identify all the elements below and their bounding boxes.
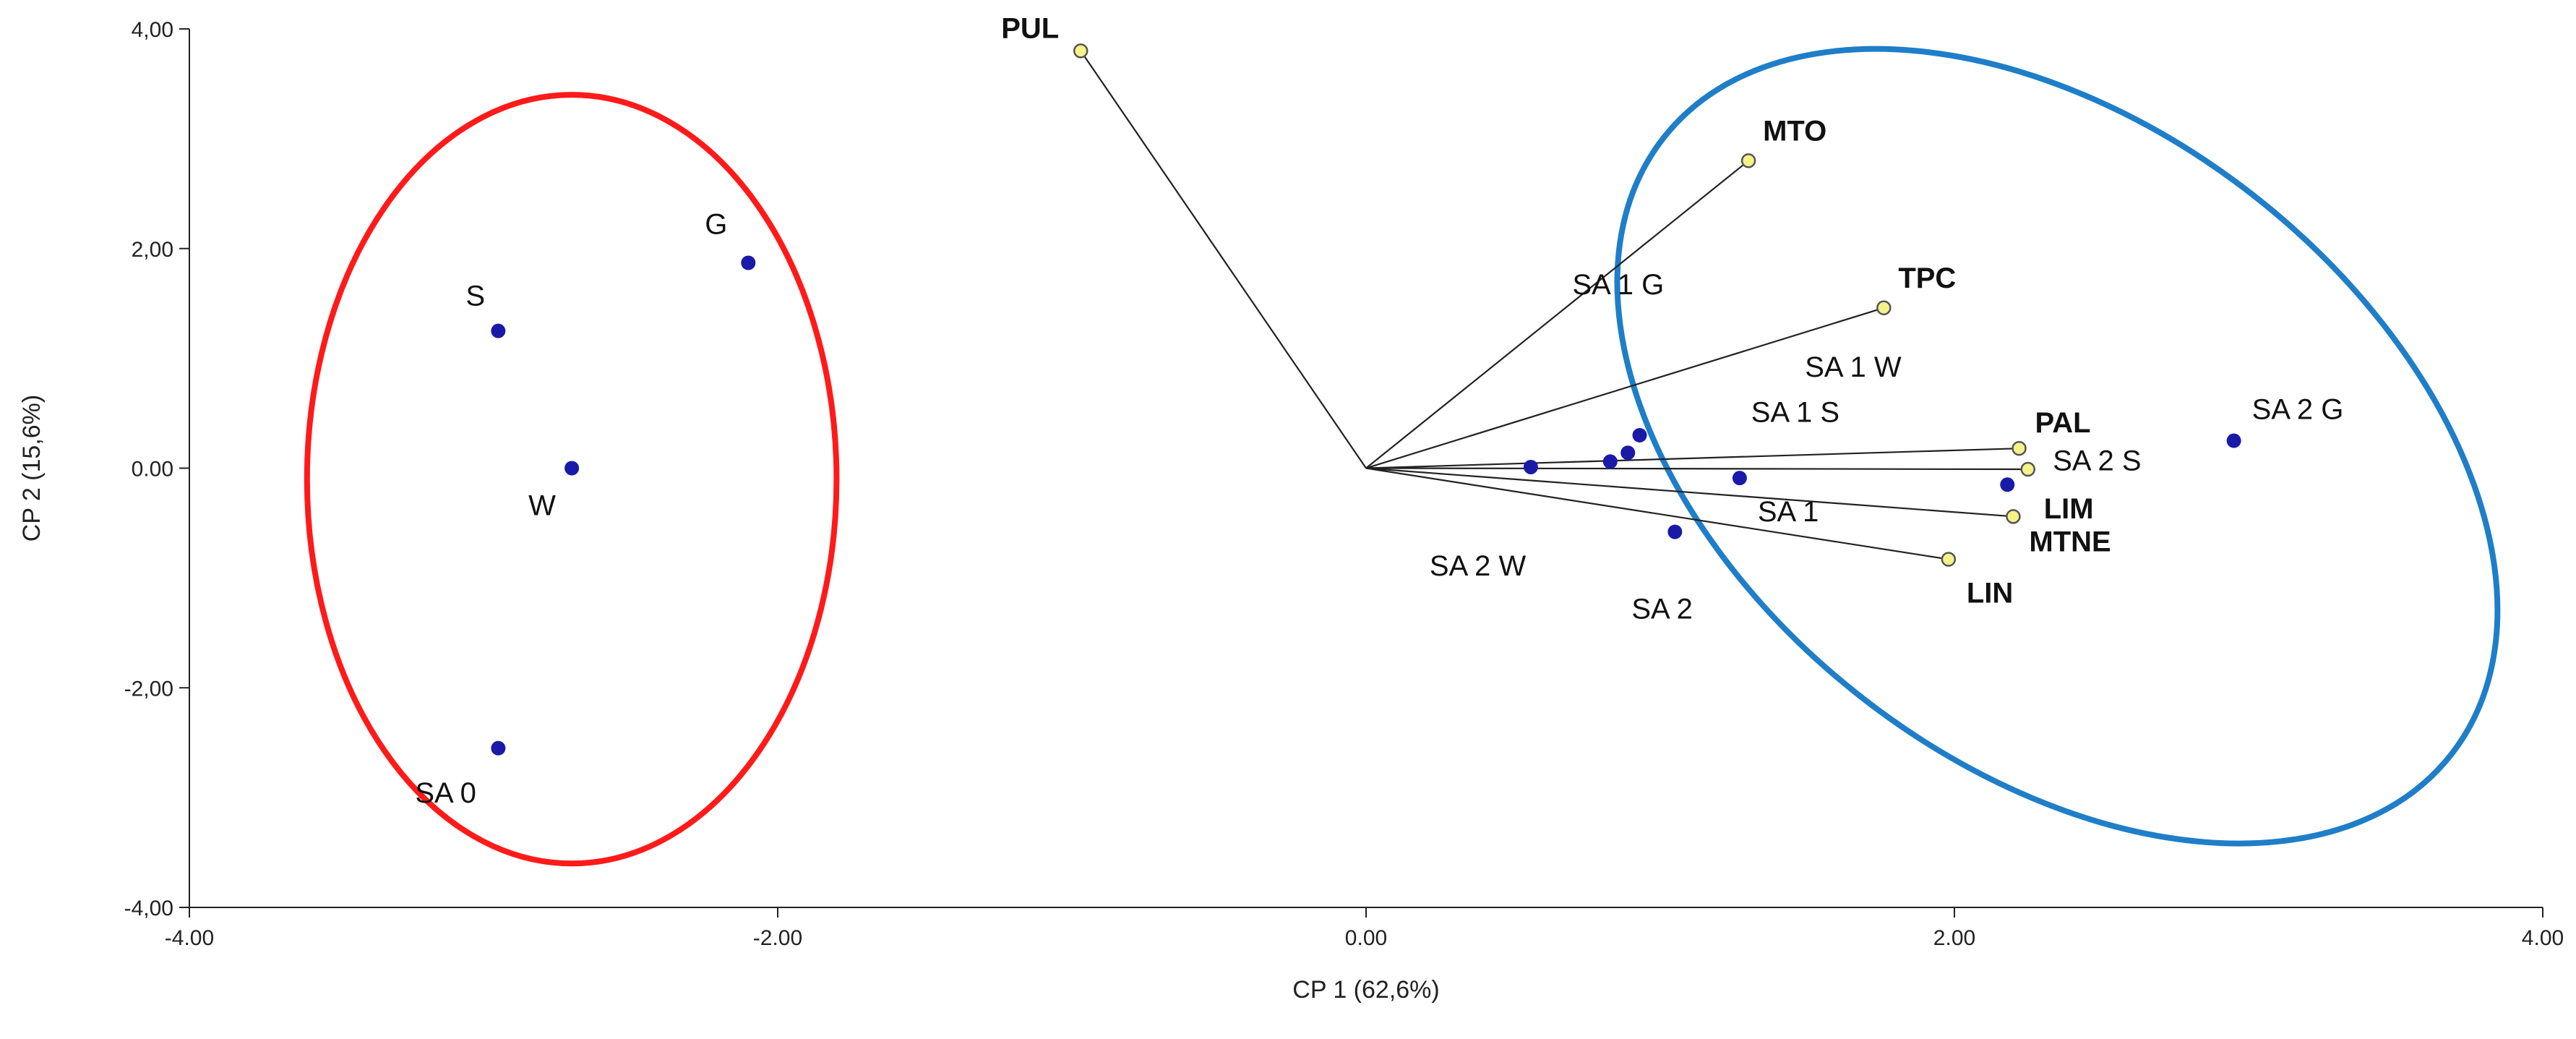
- variable-label-mto: MTO: [1763, 115, 1826, 147]
- observation-label: SA 2 G: [2252, 394, 2344, 426]
- observation-point: [491, 740, 506, 756]
- cluster-ellipse-treated: [1614, 46, 2501, 847]
- variable-point-lim: [2020, 461, 2035, 477]
- observation-point: [1523, 459, 1538, 474]
- observation-label: SA 2 W: [1430, 550, 1527, 582]
- observation-label: SA 1 W: [1805, 351, 1902, 383]
- y-axis-ticks: -4,00 -2,00 0.00 2,00 4,00: [124, 18, 189, 920]
- observation-label: SA 2 S: [2053, 445, 2141, 476]
- loading-line-mtne: [1365, 467, 2014, 518]
- observation-label: SA 1: [1758, 496, 1819, 528]
- observation-label: S: [465, 281, 485, 312]
- observation-point: [1620, 445, 1636, 461]
- observation-point: [1732, 471, 1747, 486]
- variable-point-tpc: [1876, 300, 1892, 316]
- loading-line-lim: [1365, 467, 2028, 471]
- x-axis-title: CP 1 (62,6%): [1292, 976, 1439, 1004]
- variable-point-pul: [1073, 43, 1089, 59]
- observation-label: SA 1 S: [1751, 396, 1839, 428]
- observation-label: SA 2: [1631, 594, 1693, 625]
- y-tick-label: 2,00: [132, 238, 173, 262]
- y-tick-label: -2,00: [124, 677, 173, 701]
- variable-points: [1073, 43, 2035, 567]
- observation-label: W: [528, 490, 556, 522]
- variable-label-pal: PAL: [2035, 407, 2091, 439]
- y-tick-label: -4,00: [124, 897, 173, 920]
- observation-point: [1632, 427, 1647, 442]
- observation-point: [2226, 433, 2241, 448]
- observation-point: [491, 323, 506, 338]
- axes: -4.00 -2.00 0.00 2.00 4.00 -4,00 -2,00 0.00 2,0…: [124, 18, 2564, 950]
- cluster-ellipse-control: [304, 92, 840, 867]
- variable-point-mto: [1740, 153, 1756, 168]
- x-tick-label: -4.00: [165, 926, 214, 950]
- variable-label-lim: LIM: [2044, 493, 2094, 525]
- y-tick-label: 0.00: [132, 458, 173, 482]
- loading-line-tpc: [1365, 307, 1884, 469]
- y-tick-label: 4,00: [132, 18, 173, 42]
- loading-line-pul: [1080, 50, 1367, 469]
- observation-point: [1667, 524, 1683, 539]
- observation-label: SA 0: [415, 777, 476, 809]
- variable-point-mtne: [2006, 509, 2021, 524]
- loading-vectors: [1080, 50, 2028, 560]
- x-tick-label: -2.00: [753, 926, 802, 950]
- variable-label-lin: LIN: [1967, 578, 2013, 610]
- observation-point: [2000, 477, 2015, 492]
- cluster-ellipses: [304, 46, 2501, 867]
- x-tick-label: 0.00: [1345, 926, 1387, 950]
- observation-point: [741, 255, 756, 270]
- variable-point-pal: [2012, 440, 2027, 456]
- variable-label-pul: PUL: [1001, 12, 1059, 44]
- loading-line-pal: [1365, 448, 2019, 469]
- observation-points: [491, 255, 2241, 756]
- y-axis-title: CP 2 (15,6%): [18, 395, 46, 542]
- variable-label-tpc: TPC: [1898, 262, 1956, 294]
- x-tick-label: 2.00: [1933, 926, 1975, 950]
- observation-label: SA 1 G: [1573, 269, 1665, 301]
- loading-line-lin: [1365, 467, 1949, 560]
- observation-point: [1602, 454, 1618, 469]
- observation-point: [564, 461, 580, 476]
- x-axis-ticks: -4.00 -2.00 0.00 2.00 4.00: [165, 907, 2564, 950]
- x-tick-label: 4.00: [2522, 926, 2564, 950]
- variable-point-lin: [1941, 552, 1957, 567]
- observation-label: G: [705, 208, 727, 240]
- loading-line-mto: [1365, 160, 1749, 469]
- variable-label-mtne: MTNE: [2029, 526, 2111, 557]
